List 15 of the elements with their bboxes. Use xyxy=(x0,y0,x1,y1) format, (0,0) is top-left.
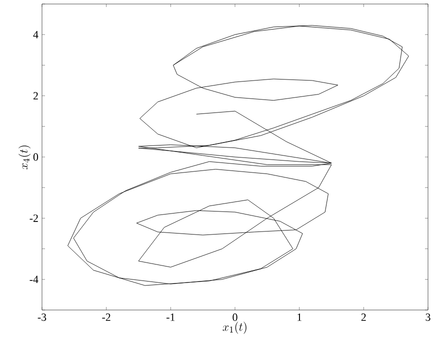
y-tick-label: 2 xyxy=(33,92,38,100)
x-tick-label: 1 xyxy=(298,314,302,321)
x-tick-label: -3 xyxy=(38,314,46,321)
y-tick-label: -2 xyxy=(30,214,38,222)
x-tick-label: 3 xyxy=(426,314,430,321)
line-series xyxy=(68,25,409,286)
x-tick-label: -2 xyxy=(102,314,110,321)
y-tick-label: 4 xyxy=(33,31,38,38)
y-tick-label: 0 xyxy=(33,153,38,161)
y-axis-title: $x_4(t)$ xyxy=(18,146,31,170)
x-tick-label: 2 xyxy=(361,314,366,321)
x-tick-label: -1 xyxy=(166,314,175,321)
x-tick-label: 0 xyxy=(232,314,238,321)
x-axis-title: $x_1(t)$ xyxy=(222,322,246,334)
y-tick-label: -4 xyxy=(30,276,38,284)
